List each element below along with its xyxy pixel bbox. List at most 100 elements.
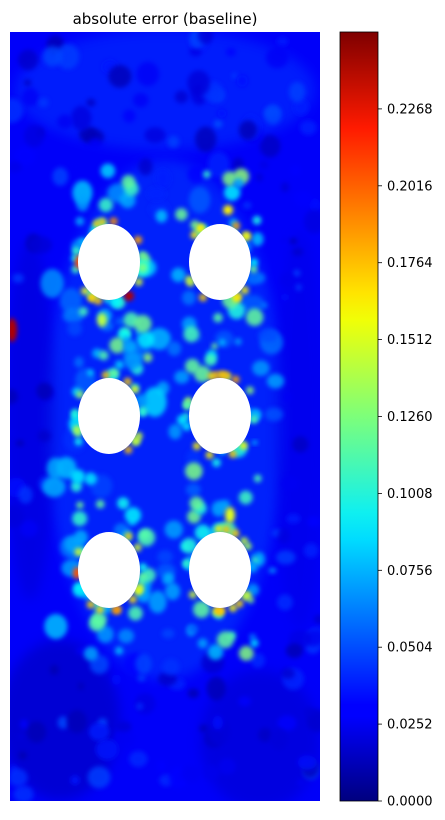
error-texture <box>214 120 223 128</box>
colorbar-tick-label: 0.0252 <box>387 718 433 733</box>
error-texture <box>175 90 188 103</box>
error-texture <box>124 352 142 370</box>
error-texture <box>260 135 281 158</box>
error-texture <box>79 307 88 316</box>
error-texture <box>250 639 258 647</box>
error-texture <box>57 115 73 129</box>
error-texture <box>84 646 98 660</box>
error-texture <box>278 528 290 544</box>
error-texture <box>7 430 15 436</box>
error-texture <box>298 755 317 770</box>
error-texture <box>13 786 33 803</box>
error-texture <box>156 760 166 772</box>
heatmap-plot <box>0 25 327 810</box>
error-texture <box>24 124 44 147</box>
error-texture <box>182 291 196 306</box>
error-texture <box>286 514 300 524</box>
error-texture <box>149 591 167 614</box>
error-texture <box>40 269 64 298</box>
error-texture <box>137 675 145 682</box>
error-texture <box>252 360 270 376</box>
error-texture <box>67 321 82 336</box>
colorbar-tick-label: 0.0504 <box>387 641 433 656</box>
error-texture <box>198 25 213 44</box>
error-texture <box>75 438 83 446</box>
error-texture <box>264 104 282 124</box>
colorbar-tick-label: 0.1512 <box>387 333 433 348</box>
error-texture <box>167 341 181 355</box>
error-texture <box>136 62 159 86</box>
error-texture <box>252 440 258 444</box>
error-texture <box>165 520 183 538</box>
hole-edge-hotspot <box>215 525 223 533</box>
error-texture <box>246 308 264 326</box>
error-texture <box>270 728 288 750</box>
error-texture <box>234 338 241 345</box>
error-texture <box>76 501 83 508</box>
error-texture <box>38 98 48 108</box>
hotspot <box>97 313 107 327</box>
error-texture <box>123 339 137 353</box>
error-texture <box>260 161 269 169</box>
error-texture <box>47 458 64 480</box>
error-texture <box>3 389 18 404</box>
error-texture <box>203 171 211 179</box>
error-texture <box>188 625 199 633</box>
error-texture <box>183 413 189 419</box>
error-texture <box>213 313 223 323</box>
error-texture <box>22 88 38 107</box>
error-texture <box>133 93 148 107</box>
error-texture <box>189 47 201 56</box>
error-texture <box>87 369 94 376</box>
error-texture <box>84 473 96 485</box>
error-texture <box>100 163 115 178</box>
error-texture <box>115 360 124 369</box>
error-texture <box>43 46 63 66</box>
error-texture <box>261 303 268 309</box>
hole-r1-c2 <box>189 224 251 300</box>
hole-edge-hotspot <box>250 258 258 266</box>
error-texture <box>219 339 226 346</box>
error-texture <box>1 505 24 527</box>
error-texture <box>297 779 304 785</box>
error-texture <box>292 436 308 452</box>
error-texture <box>258 728 272 742</box>
error-texture <box>239 120 257 139</box>
error-texture <box>115 647 123 655</box>
error-texture <box>155 168 171 188</box>
colorbar: 0.00000.02520.05040.07560.10080.12600.15… <box>340 32 433 810</box>
error-texture <box>238 696 251 706</box>
error-texture <box>281 237 288 243</box>
error-texture <box>108 65 131 88</box>
error-texture <box>206 677 225 701</box>
error-texture <box>237 75 248 87</box>
error-texture <box>163 572 175 584</box>
error-texture <box>75 217 84 226</box>
error-texture <box>256 173 263 182</box>
error-texture <box>185 462 203 480</box>
error-texture <box>239 646 254 661</box>
error-texture <box>307 516 321 527</box>
hole-r1-c1 <box>78 224 140 300</box>
error-texture <box>20 520 38 537</box>
error-texture <box>276 550 296 564</box>
error-texture <box>165 583 180 600</box>
error-texture <box>0 98 23 123</box>
error-texture <box>38 430 51 442</box>
error-texture <box>71 470 85 484</box>
error-texture <box>9 769 28 787</box>
hotspot <box>223 205 233 215</box>
error-texture <box>174 370 189 383</box>
error-texture <box>186 483 201 496</box>
error-texture <box>239 491 253 505</box>
error-texture <box>112 674 121 684</box>
error-texture <box>99 198 113 212</box>
error-texture <box>303 707 316 717</box>
hole-edge-hotspot <box>217 371 225 379</box>
hole-edge-hotspot <box>71 412 79 420</box>
error-texture <box>249 634 256 640</box>
error-texture <box>281 668 295 679</box>
colorbar-ticks: 0.00000.02520.05040.07560.10080.12600.15… <box>378 102 433 809</box>
error-texture <box>12 273 24 283</box>
